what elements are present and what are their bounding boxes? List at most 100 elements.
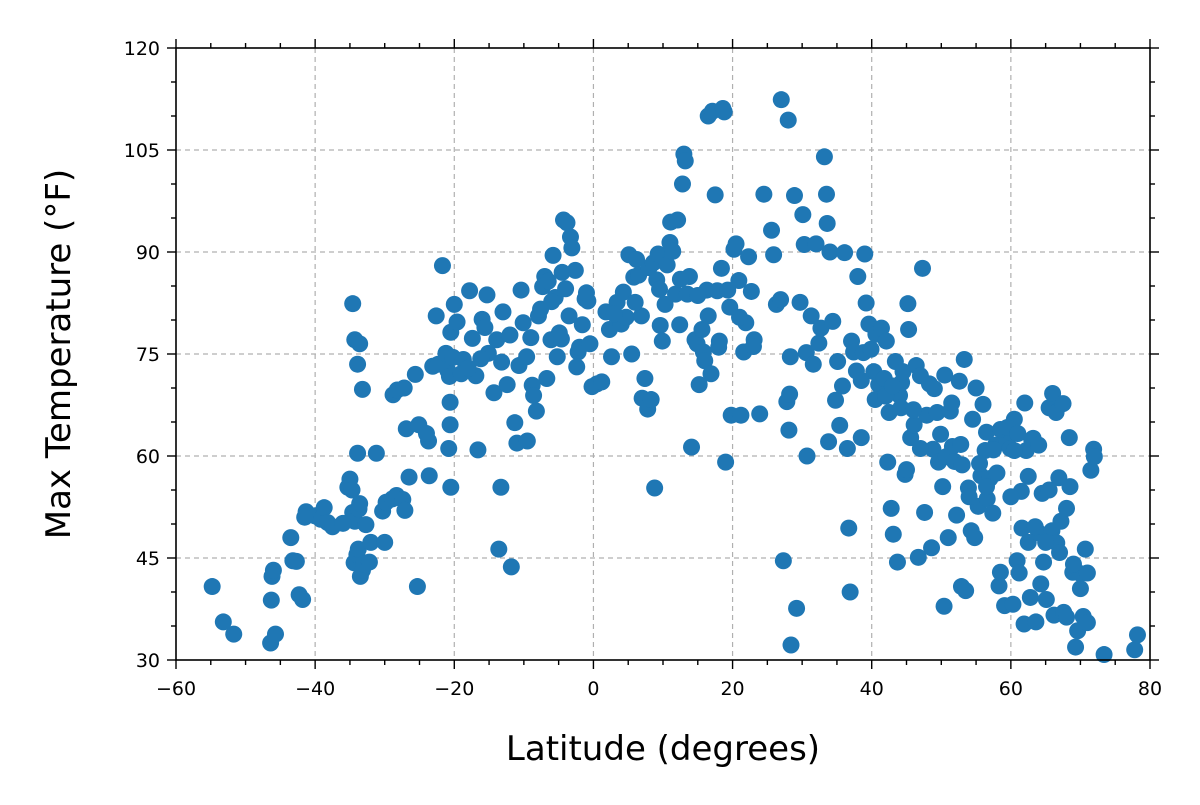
- data-point: [950, 372, 968, 390]
- data-point: [755, 185, 773, 203]
- data-point: [664, 242, 682, 260]
- data-point: [525, 386, 543, 404]
- y-tick-label: 60: [136, 446, 160, 468]
- data-point: [978, 423, 996, 441]
- data-point: [357, 516, 375, 534]
- data-point: [656, 295, 674, 313]
- x-tick-label: −20: [434, 678, 474, 700]
- data-point: [514, 314, 532, 332]
- data-point: [888, 553, 906, 571]
- data-point: [856, 245, 874, 263]
- data-point: [427, 307, 445, 325]
- data-point: [214, 613, 232, 631]
- y-tick-label: 30: [136, 650, 160, 672]
- data-point: [651, 316, 669, 334]
- data-point: [539, 272, 557, 290]
- data-point: [892, 399, 910, 417]
- data-point: [884, 525, 902, 543]
- data-point: [349, 540, 367, 558]
- y-tick-label: 75: [136, 344, 160, 366]
- data-point: [840, 519, 858, 537]
- data-point: [829, 352, 847, 370]
- y-axis-label: Max Temperature (°F): [39, 169, 79, 539]
- data-point: [966, 529, 984, 547]
- data-point: [522, 329, 540, 347]
- data-point: [626, 293, 644, 311]
- x-tick-label: 40: [860, 678, 884, 700]
- data-point: [899, 295, 917, 313]
- data-point: [821, 243, 839, 261]
- data-point: [717, 453, 735, 471]
- data-point: [877, 332, 895, 350]
- x-tick-label: 80: [1138, 678, 1162, 700]
- data-point: [667, 285, 685, 303]
- data-point: [448, 313, 466, 331]
- data-point: [909, 548, 927, 566]
- data-point: [642, 391, 660, 409]
- data-point: [1058, 499, 1076, 517]
- data-point: [810, 334, 828, 352]
- data-point: [203, 578, 221, 596]
- data-point: [472, 350, 490, 368]
- data-point: [558, 214, 576, 232]
- data-point: [838, 440, 856, 458]
- data-point: [894, 363, 912, 381]
- data-point: [501, 326, 519, 344]
- data-point: [696, 352, 714, 370]
- data-point: [978, 490, 996, 508]
- data-point: [553, 263, 571, 281]
- data-point: [442, 478, 460, 496]
- data-point: [669, 211, 687, 229]
- data-point: [898, 461, 915, 479]
- data-point: [785, 187, 803, 205]
- data-point: [744, 338, 762, 356]
- data-point: [731, 308, 749, 326]
- data-point: [1010, 564, 1028, 582]
- data-point: [543, 293, 561, 311]
- data-point: [463, 329, 481, 347]
- data-point: [653, 332, 671, 350]
- data-point: [636, 369, 654, 387]
- data-point: [836, 244, 854, 262]
- data-point: [984, 441, 1002, 459]
- data-point: [282, 529, 300, 547]
- data-point: [939, 529, 957, 547]
- data-point: [902, 429, 920, 447]
- data-point: [315, 499, 333, 517]
- data-point: [406, 365, 424, 383]
- data-point: [1032, 575, 1050, 593]
- data-point: [781, 385, 799, 403]
- data-point: [459, 359, 477, 377]
- data-point: [360, 553, 378, 571]
- data-point: [417, 425, 435, 443]
- data-point: [967, 379, 985, 397]
- data-point: [872, 319, 890, 337]
- data-point: [581, 335, 599, 353]
- data-point: [964, 410, 982, 428]
- data-point: [1082, 461, 1100, 479]
- data-point: [658, 256, 676, 274]
- x-tick-label: 20: [720, 678, 744, 700]
- data-point: [225, 625, 243, 643]
- data-point: [953, 456, 971, 474]
- data-point: [646, 479, 664, 497]
- data-point: [719, 281, 737, 299]
- x-tick-label: −60: [156, 678, 196, 700]
- data-point: [852, 372, 870, 390]
- data-point: [788, 599, 806, 617]
- y-tick-label: 120: [124, 38, 160, 60]
- data-point: [820, 433, 838, 451]
- data-point: [552, 330, 570, 348]
- data-point: [727, 235, 745, 253]
- data-point: [614, 283, 632, 301]
- data-point: [469, 441, 487, 459]
- data-points: [203, 91, 1146, 664]
- data-point: [1078, 614, 1096, 632]
- data-point: [715, 103, 733, 121]
- data-point: [712, 259, 730, 277]
- data-point: [1058, 608, 1076, 626]
- data-point: [781, 348, 799, 366]
- data-point: [376, 533, 394, 551]
